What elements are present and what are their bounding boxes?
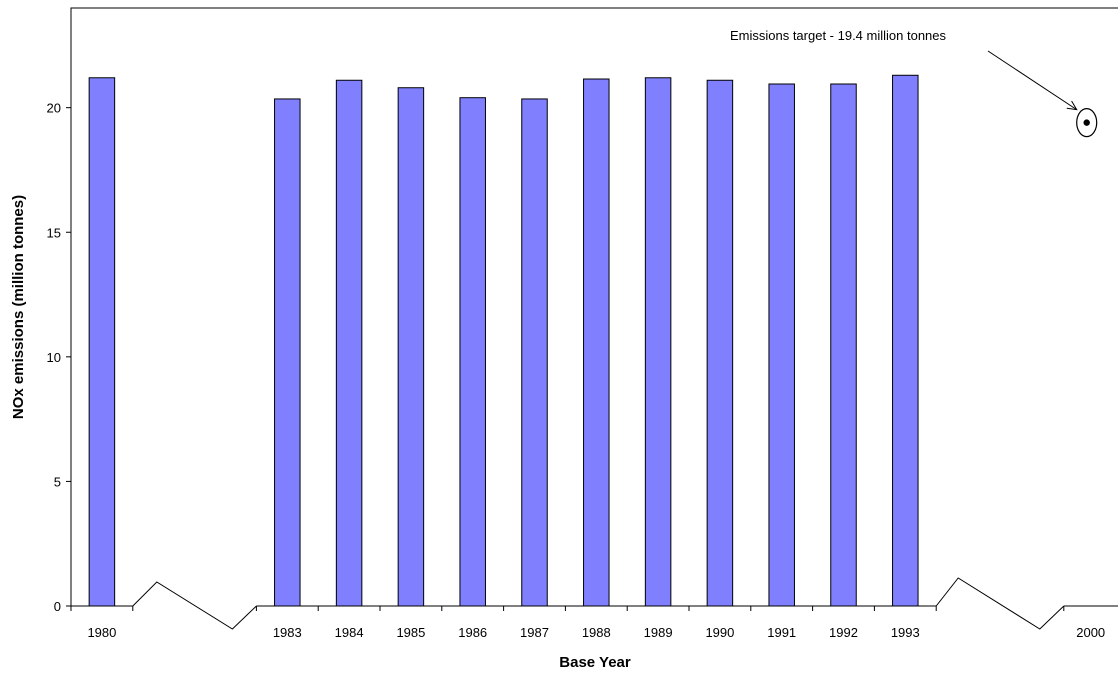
target-annotation: Emissions target - 19.4 million tonnes [730, 28, 947, 43]
target-arrow-head [1066, 100, 1078, 111]
x-tick-label-1980: 1980 [87, 625, 116, 640]
target-marker-ring [1076, 108, 1098, 138]
bar-1991 [768, 83, 795, 607]
target-arrow [987, 50, 1077, 111]
axis-break-1 [132, 581, 257, 630]
y-tick-label: 20 [47, 101, 61, 116]
x-tick-label-1988: 1988 [582, 625, 611, 640]
x-tick-label-1983: 1983 [273, 625, 302, 640]
x-tick-label-1986: 1986 [458, 625, 487, 640]
y-tick-label: 10 [47, 350, 61, 365]
y-tick-label: 0 [54, 599, 61, 614]
plot-frame [70, 7, 1118, 606]
bar-1986 [459, 97, 486, 607]
plot-area: 0 5 10 15 20 1980 1983 1984 1985 1986 1987 1988 1989… [47, 7, 1118, 640]
bar-1980 [88, 77, 116, 607]
target-marker-dot [1083, 119, 1090, 126]
bar-1989 [644, 77, 672, 607]
x-tick-label-1985: 1985 [396, 625, 425, 640]
bar-1985 [397, 87, 425, 607]
bar-1988 [583, 78, 610, 607]
bar-1987 [521, 98, 548, 607]
bar-1990 [706, 79, 734, 607]
x-tick-label-1989: 1989 [644, 625, 673, 640]
y-tick-label: 5 [54, 474, 61, 489]
y-tick-label: 15 [47, 225, 61, 240]
x-tick-label-1992: 1992 [829, 625, 858, 640]
x-tick-label-2000: 2000 [1076, 625, 1105, 640]
bar-1993 [892, 74, 919, 607]
x-tick-label-1990: 1990 [705, 625, 734, 640]
x-tick-label-1991: 1991 [767, 625, 796, 640]
bar-1983 [274, 98, 301, 607]
x-tick-label-1987: 1987 [520, 625, 549, 640]
bar-1992 [830, 83, 857, 607]
bar-1984 [335, 79, 363, 607]
y-axis-title: NOx emissions (million tonnes) [10, 195, 27, 419]
x-axis-title: Base Year [559, 654, 631, 671]
x-tick-label-1993: 1993 [891, 625, 920, 640]
x-tick-label-1984: 1984 [335, 625, 364, 640]
axis-break-2 [935, 577, 1065, 630]
